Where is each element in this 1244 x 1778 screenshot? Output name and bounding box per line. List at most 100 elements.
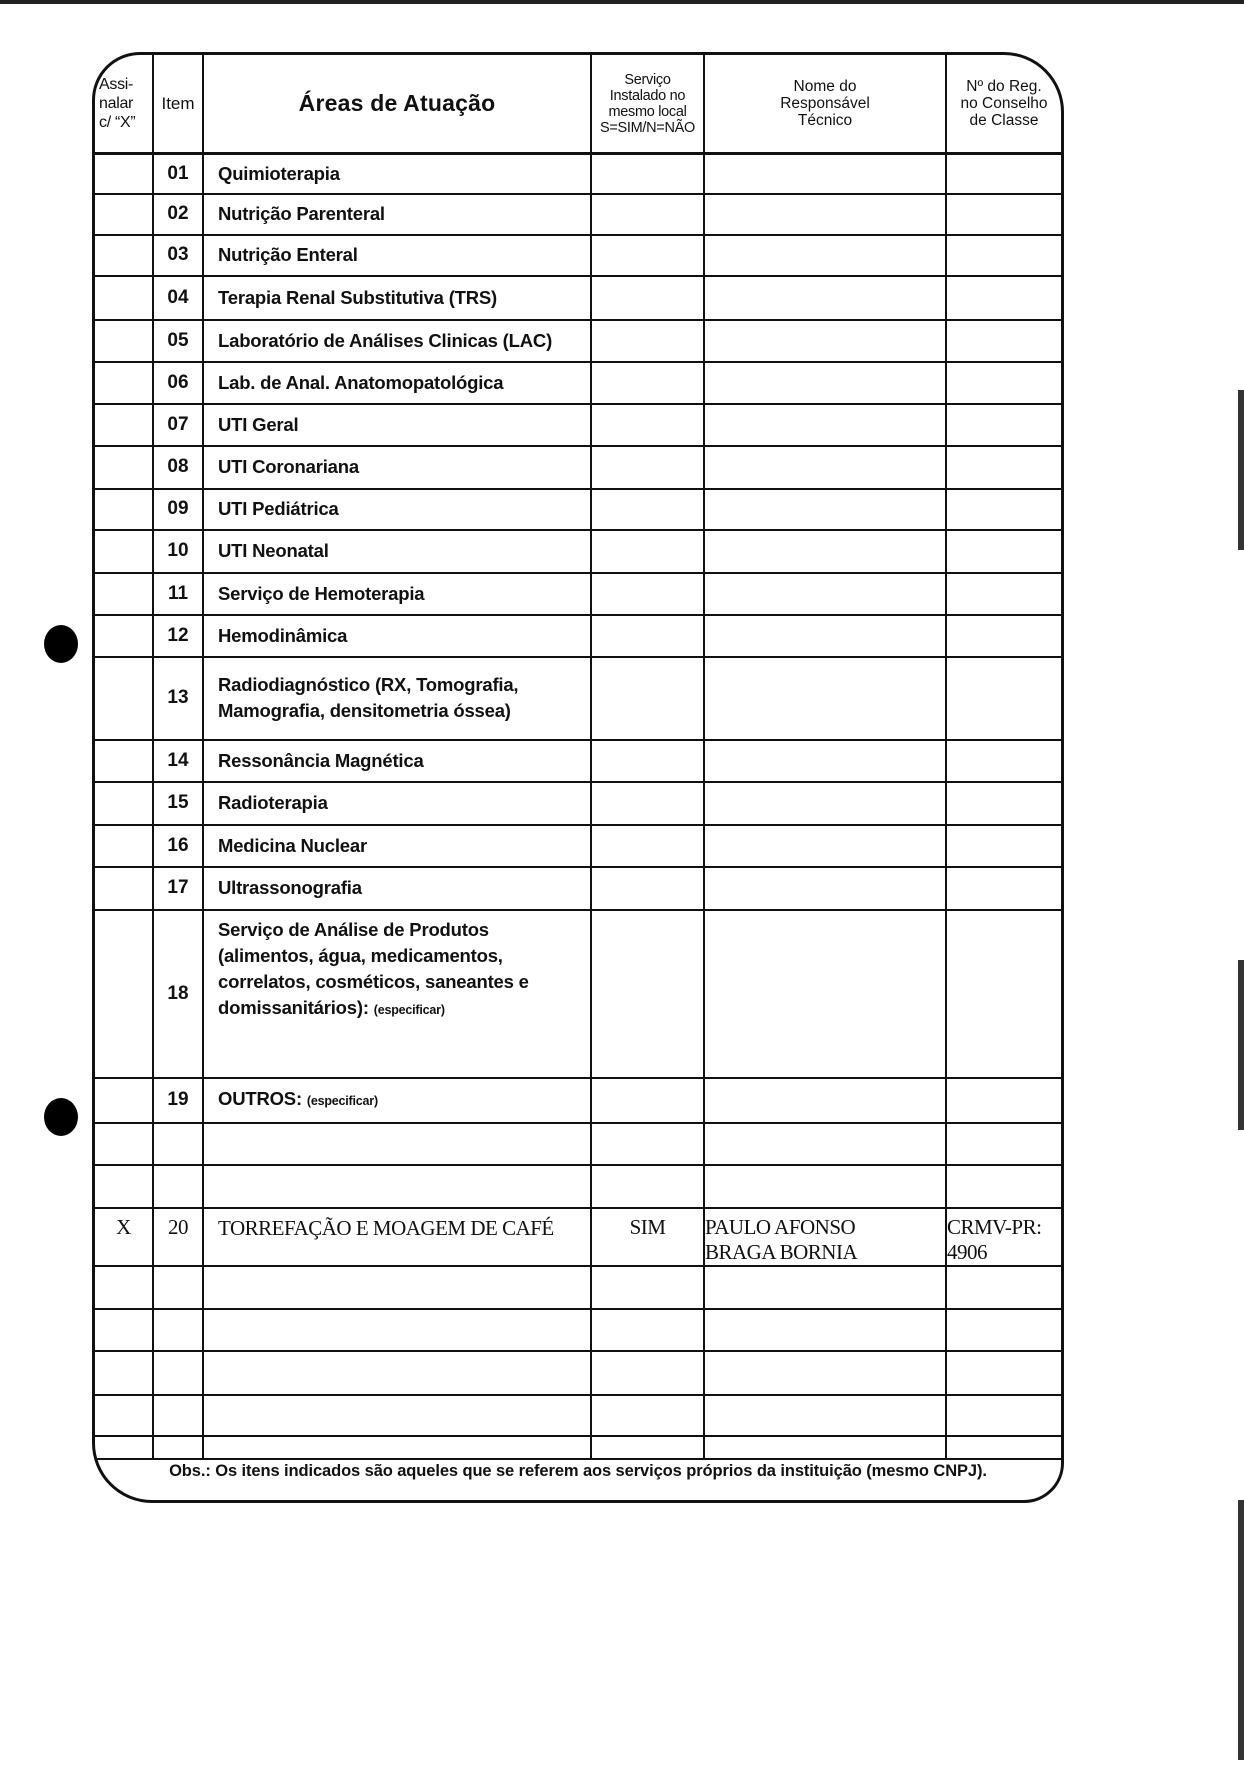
item-text: 16 <box>167 834 189 856</box>
table-row: 05 Laboratório de Análises Clinicas (LAC) <box>95 318 1061 363</box>
service-cell <box>590 528 705 574</box>
item-text: 18 <box>167 982 189 1004</box>
table-row: 06 Lab. de Anal. Anatomopatológica <box>95 360 1061 405</box>
registry-cell <box>945 192 1061 236</box>
item-cell <box>152 1163 204 1209</box>
item-text: 02 <box>167 203 189 224</box>
area-cell: Laboratório de Análises Clinicas (LAC) <box>202 318 592 363</box>
area-text: UTI Neonatal <box>218 540 329 561</box>
responsible-cell <box>703 823 947 868</box>
mark-cell <box>95 192 154 236</box>
table-row: 01 Quimioterapia <box>95 152 1061 195</box>
service-text: SIM <box>629 1214 666 1239</box>
responsible-cell <box>703 318 947 363</box>
areas-table: Assi- nalar c/ “X” Item Áreas de Atuação… <box>95 55 1061 1460</box>
mark-cell: X <box>95 1206 154 1267</box>
area-text: Terapia Renal Substitutiva (TRS) <box>218 286 498 308</box>
area-text: Laboratório de Análises Clinicas (LAC) <box>218 329 553 351</box>
registry-cell <box>945 780 1061 826</box>
item-cell: 14 <box>152 738 204 783</box>
registry-cell <box>945 1349 1061 1396</box>
service-cell <box>590 571 705 616</box>
table-row: 14 Ressonância Magnética <box>95 738 1061 783</box>
area-text: OUTROS: <box>218 1088 302 1109</box>
table-row: 07 UTI Geral <box>95 402 1061 447</box>
registry-cell <box>945 402 1061 447</box>
registry-cell <box>945 444 1061 490</box>
area-cell: Medicina Nuclear <box>202 823 592 868</box>
item-cell: 18 <box>152 908 204 1079</box>
area-text: Nutrição Parenteral <box>218 203 385 224</box>
item-cell <box>152 1121 204 1166</box>
registry-cell <box>945 1307 1061 1352</box>
mark-cell <box>95 738 154 783</box>
item-text: 15 <box>167 792 189 813</box>
area-text: Radiodiagnóstico (RX, Tomografia, Mamogr… <box>218 674 519 721</box>
registry-cell <box>945 152 1061 195</box>
item-cell <box>152 1393 204 1437</box>
item-text: 17 <box>167 877 189 898</box>
area-cell: UTI Neonatal <box>202 528 592 574</box>
item-cell: 08 <box>152 444 204 490</box>
item-text: 12 <box>167 624 189 646</box>
table-row <box>95 1264 1061 1310</box>
responsible-cell <box>703 865 947 911</box>
service-cell <box>590 908 705 1079</box>
table-row: 08 UTI Coronariana <box>95 444 1061 490</box>
mark-text: X <box>116 1214 131 1239</box>
mark-cell <box>95 908 154 1079</box>
service-cell <box>590 1434 705 1460</box>
area-text: Ultrassonografia <box>218 877 362 898</box>
item-text: 10 <box>167 540 189 561</box>
area-cell: Radiodiagnóstico (RX, Tomografia, Mamogr… <box>202 655 592 741</box>
service-cell <box>590 613 705 658</box>
registry-cell <box>945 1393 1061 1437</box>
responsible-cell <box>703 1393 947 1437</box>
scan-right-edge-mark <box>1238 390 1244 550</box>
mark-cell <box>95 1264 154 1310</box>
item-text: 08 <box>167 456 189 477</box>
mark-cell <box>95 360 154 405</box>
registry-cell <box>945 738 1061 783</box>
mark-cell <box>95 613 154 658</box>
area-text: Medicina Nuclear <box>218 834 367 856</box>
registry-cell <box>945 1121 1061 1166</box>
area-cell <box>202 1264 592 1310</box>
item-cell: 15 <box>152 780 204 826</box>
table-row: 18 Serviço de Análise de Produtos (alimen… <box>95 908 1061 1079</box>
table-row: 11 Serviço de Hemoterapia <box>95 571 1061 616</box>
responsible-cell <box>703 571 947 616</box>
service-cell <box>590 402 705 447</box>
responsible-cell <box>703 1434 947 1460</box>
punch-hole <box>44 1098 78 1136</box>
item-text: 19 <box>167 1089 189 1110</box>
service-cell: SIM <box>590 1206 705 1267</box>
table-row <box>95 1163 1061 1209</box>
table-row: 03 Nutrição Enteral <box>95 233 1061 277</box>
specify-note: (especificar) <box>306 1094 378 1108</box>
service-cell <box>590 1264 705 1310</box>
service-cell <box>590 1307 705 1352</box>
service-cell <box>590 192 705 236</box>
item-cell: 04 <box>152 274 204 321</box>
area-cell: Serviço de Análise de Produtos (alimento… <box>202 908 592 1079</box>
item-text: 20 <box>168 1214 189 1239</box>
responsible-cell <box>703 528 947 574</box>
item-cell: 06 <box>152 360 204 405</box>
responsible-cell <box>703 738 947 783</box>
item-cell: 17 <box>152 865 204 911</box>
service-cell <box>590 487 705 531</box>
item-text: 07 <box>167 413 189 435</box>
registry-cell <box>945 360 1061 405</box>
registry-cell <box>945 655 1061 741</box>
specify-note: (especificar) <box>373 1002 445 1017</box>
table-row: 04 Terapia Renal Substitutiva (TRS) <box>95 274 1061 321</box>
area-cell <box>202 1393 592 1437</box>
responsible-cell <box>703 233 947 277</box>
header-areas: Áreas de Atuação <box>202 55 592 155</box>
responsible-cell <box>703 487 947 531</box>
responsible-cell <box>703 274 947 321</box>
area-text: Hemodinâmica <box>218 624 348 646</box>
service-cell <box>590 1121 705 1166</box>
responsible-cell <box>703 655 947 741</box>
